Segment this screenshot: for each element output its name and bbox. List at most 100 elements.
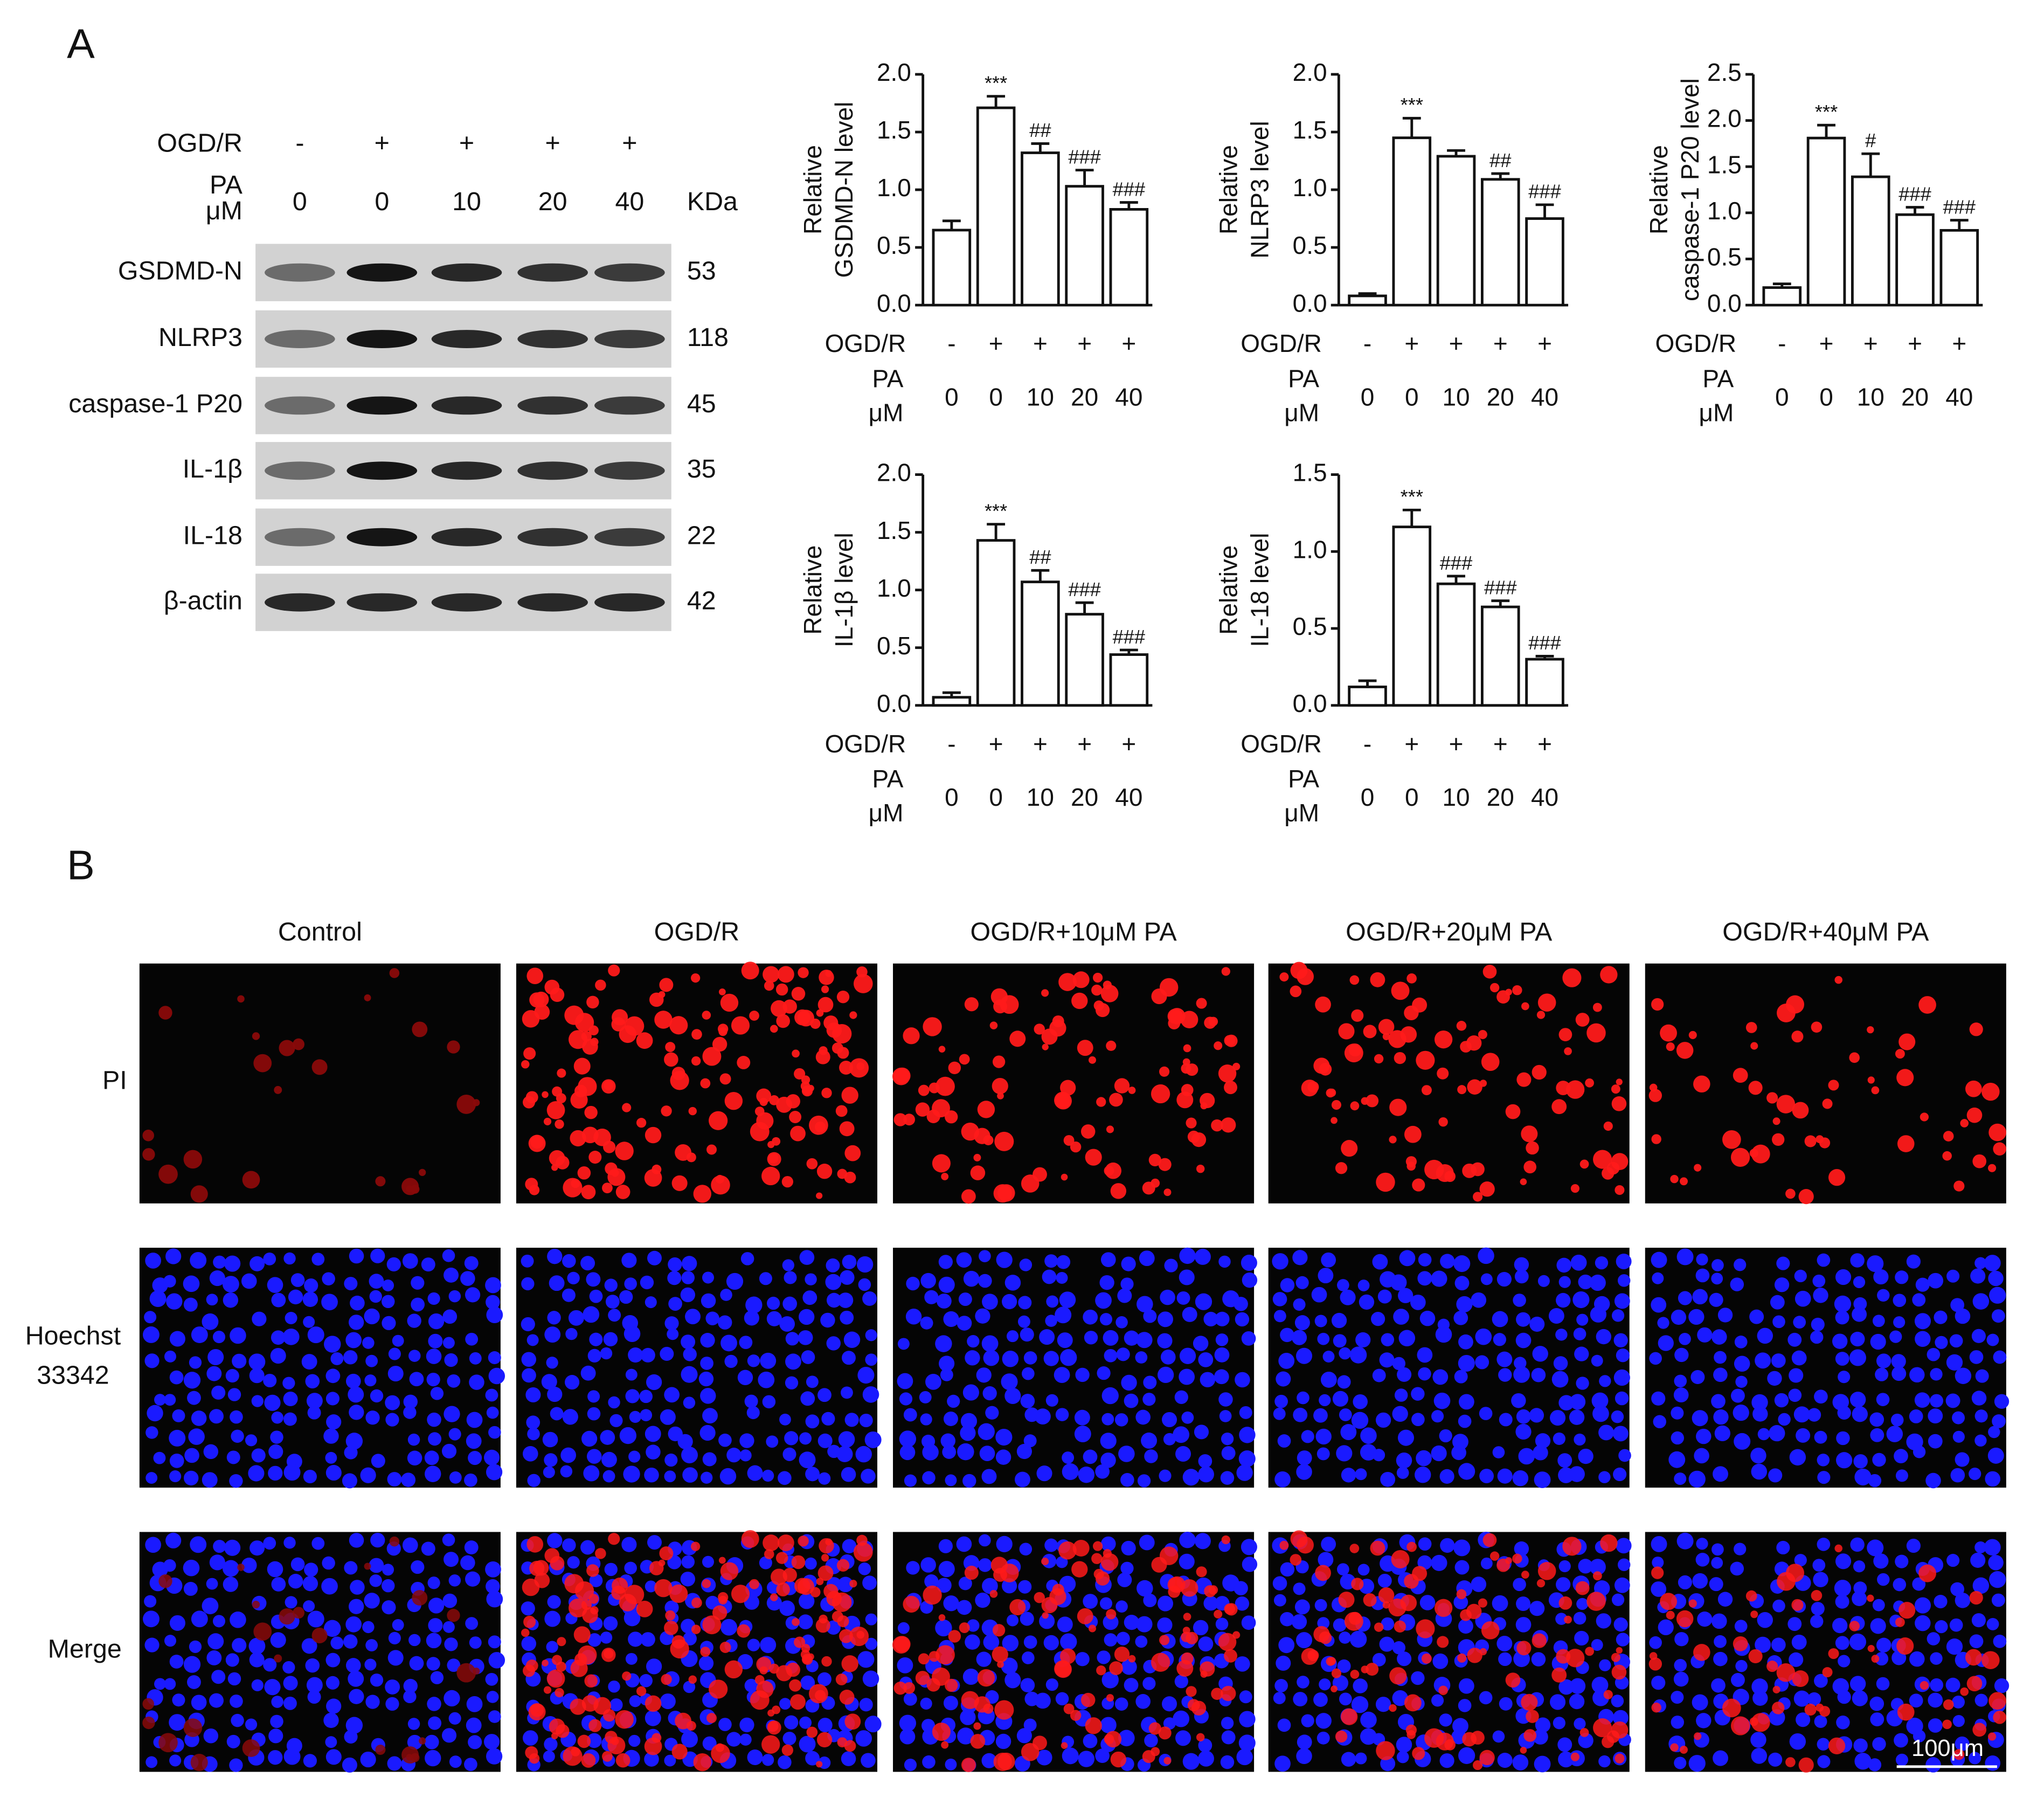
nucleus	[1894, 1449, 1908, 1464]
nucleus	[1616, 1348, 1630, 1363]
nucleus	[547, 1595, 561, 1609]
nucleus	[544, 1453, 558, 1467]
pi-stain	[948, 1630, 961, 1643]
nucleus	[639, 1389, 653, 1403]
nucleus	[1688, 1309, 1705, 1325]
nucleus	[1651, 1581, 1667, 1597]
pi-stain	[1670, 1743, 1679, 1752]
nucleus	[248, 1637, 266, 1655]
micrograph	[139, 1248, 505, 1489]
nucleus	[1057, 1616, 1073, 1633]
nucleus	[1535, 1717, 1551, 1733]
x-tick-label: 20	[1071, 783, 1098, 811]
nucleus	[525, 1387, 541, 1403]
nucleus	[587, 1633, 601, 1647]
nucleus	[1994, 1394, 2010, 1409]
pi-stain	[274, 1654, 282, 1663]
nucleus	[522, 1730, 538, 1746]
pi-stain	[941, 1741, 949, 1749]
nucleus	[251, 1448, 266, 1463]
pi-stain	[856, 1062, 865, 1070]
nucleus	[1060, 1349, 1077, 1366]
pi-stain	[903, 1027, 920, 1045]
nucleus	[1611, 1695, 1624, 1707]
nucleus	[623, 1325, 641, 1343]
nucleus	[1515, 1332, 1532, 1348]
kda-label: 118	[687, 323, 729, 352]
pi-stain	[1564, 1047, 1572, 1055]
nucleus	[1120, 1473, 1134, 1487]
nucleus	[169, 1429, 186, 1447]
nucleus	[700, 1388, 716, 1404]
pi-stain	[615, 1185, 630, 1199]
pi-stain	[611, 1737, 619, 1746]
bar	[1392, 525, 1432, 707]
pi-stain	[1920, 1112, 1929, 1122]
nucleus	[840, 1310, 854, 1325]
pi-stain	[686, 1721, 696, 1731]
pi-stain	[242, 1739, 260, 1757]
nucleus	[1458, 1414, 1472, 1428]
x-tick-label: +	[989, 329, 1003, 357]
nucleus	[740, 1252, 754, 1265]
pi-stain	[1106, 1609, 1117, 1620]
bar	[1065, 185, 1104, 307]
nucleus	[1075, 1652, 1090, 1666]
nucleus	[1688, 1755, 1706, 1772]
nucleus	[1095, 1464, 1110, 1479]
nucleus	[629, 1695, 641, 1707]
nucleus	[589, 1289, 603, 1303]
nucleus	[1381, 1333, 1395, 1346]
pi-stain	[1651, 1134, 1661, 1144]
nucleus	[983, 1350, 1000, 1366]
nucleus	[589, 1574, 603, 1587]
pi-stain	[1376, 1172, 1395, 1192]
nucleus	[187, 1391, 201, 1405]
nucleus	[1203, 1311, 1218, 1327]
nucleus	[1143, 1593, 1157, 1607]
nucleus	[207, 1633, 224, 1650]
x-tick-label: -	[1363, 730, 1371, 758]
blot-band	[594, 263, 665, 282]
pi-stain	[1479, 1080, 1487, 1087]
pi-stain	[731, 1585, 750, 1603]
nucleus	[442, 1621, 455, 1633]
nucleus	[1203, 1596, 1218, 1611]
pi-stain	[772, 1705, 781, 1714]
pi-stain	[961, 1758, 976, 1773]
nucleus	[660, 1693, 676, 1710]
nucleus	[587, 1407, 601, 1421]
nucleus	[985, 1406, 999, 1420]
pi-stain	[1570, 1752, 1579, 1761]
nucleus	[664, 1316, 679, 1331]
nucleus	[304, 1278, 318, 1293]
condition-value: +	[545, 128, 560, 157]
nucleus	[1971, 1391, 1987, 1406]
bar	[1480, 605, 1520, 707]
pi-stain	[1558, 1028, 1572, 1041]
nucleus	[172, 1693, 185, 1707]
nucleus	[1277, 1718, 1291, 1732]
micrograph	[893, 1247, 1258, 1488]
bar	[976, 106, 1016, 307]
nucleus	[1431, 1270, 1447, 1287]
nucleus	[766, 1435, 779, 1448]
nucleus	[826, 1292, 842, 1308]
pi-stain	[1666, 1042, 1675, 1052]
nucleus	[409, 1372, 424, 1387]
nucleus	[799, 1716, 812, 1729]
nucleus	[897, 1338, 910, 1350]
nucleus	[1751, 1678, 1768, 1695]
bar	[1021, 580, 1060, 707]
pi-stain	[1965, 1080, 1982, 1097]
nucleus	[1789, 1368, 1804, 1383]
blot-band	[431, 528, 502, 547]
nucleus	[1157, 1333, 1173, 1348]
pi-stain	[1987, 1732, 1997, 1741]
nucleus	[1291, 1614, 1307, 1630]
nucleus	[1673, 1387, 1689, 1403]
nucleus	[760, 1352, 777, 1369]
condition-value: +	[622, 128, 637, 157]
nucleus	[1397, 1651, 1412, 1666]
nucleus	[1419, 1595, 1436, 1610]
